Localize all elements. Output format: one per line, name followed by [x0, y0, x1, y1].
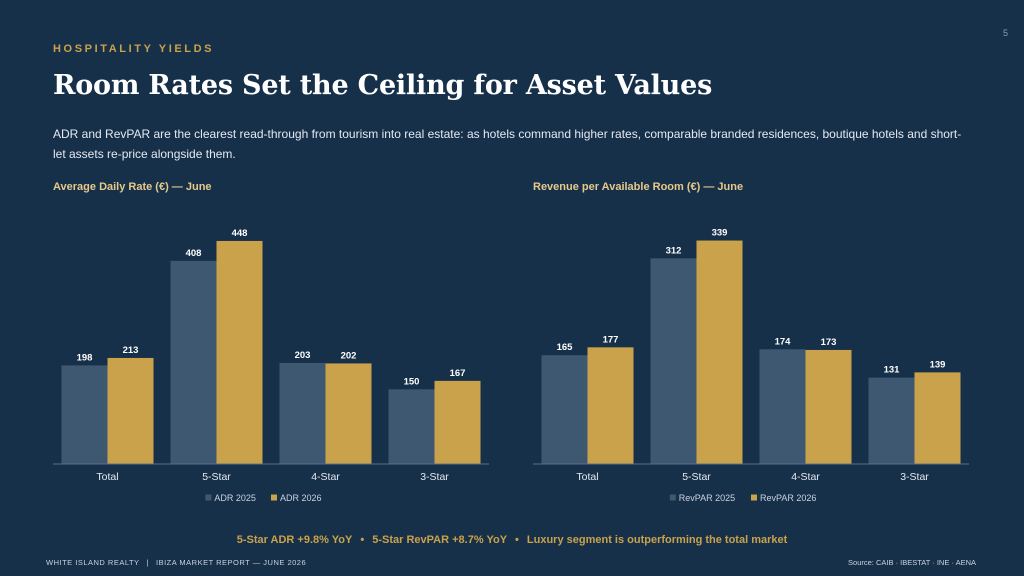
section-eyebrow: HOSPITALITY YIELDS: [53, 43, 215, 55]
footer-report: IBIZA MARKET REPORT — JUNE 2026: [156, 558, 307, 567]
key-takeaways: 5-Star ADR +9.8% YoY • 5-Star RevPAR +8.7%…: [0, 534, 1024, 546]
legend-entry: RevPAR 2025: [679, 493, 735, 503]
bar-value-label: 131: [884, 365, 901, 376]
legend-swatch: [205, 494, 212, 501]
bar-4-star-adr-2025: [279, 362, 326, 464]
bar-value-label: 203: [295, 350, 311, 361]
bar-3-star-adr-2026: [434, 380, 481, 464]
bar-4-star-revpar-2026: [805, 349, 852, 464]
bar-5-star-adr-2025: [170, 260, 217, 464]
bar-value-label: 139: [930, 359, 946, 370]
legend-entry: ADR 2025: [214, 493, 256, 503]
legend-entry: RevPAR 2026: [760, 493, 816, 503]
footer-separator: |: [146, 558, 149, 567]
bar-value-label: 174: [775, 336, 792, 347]
footer-company: WHITE ISLAND REALTY: [46, 558, 140, 567]
category-tick-label: 4-Star: [791, 471, 820, 483]
bar-value-label: 312: [666, 245, 682, 256]
bar-5-star-revpar-2025: [650, 258, 697, 464]
category-tick-label: 5-Star: [202, 471, 231, 483]
page-title: Room Rates Set the Ceiling for Asset Val…: [53, 70, 713, 101]
revpar-bar-chart: 165 177 Total 312 339 5-Star 174 173 4-Star 131 13…: [533, 228, 969, 503]
legend-entry: ADR 2026: [280, 493, 322, 503]
bar-value-label: 339: [712, 228, 728, 239]
category-tick-label: Total: [576, 471, 598, 483]
category-tick-label: Total: [96, 471, 118, 483]
bar-3-star-revpar-2026: [914, 372, 961, 464]
bar-total-adr-2026: [107, 357, 154, 464]
legend-swatch: [271, 494, 277, 501]
footer-branding: WHITE ISLAND REALTY | IBIZA MARKET REPORT …: [46, 558, 306, 567]
adr-bar-chart: 198 213 Total 408 448 5-Star 203 202 4-Star 150 16…: [53, 228, 489, 503]
bar-3-star-adr-2025: [388, 389, 435, 464]
takeaway-luxury: Luxury segment is outperforming the tota…: [526, 534, 788, 546]
bar-value-label: 213: [123, 345, 139, 356]
takeaway-adr: 5-Star ADR +9.8% YoY: [236, 534, 353, 546]
bar-5-star-revpar-2026: [696, 240, 743, 464]
bar-4-star-adr-2026: [325, 363, 372, 464]
bar-value-label: 177: [603, 334, 619, 345]
bar-total-revpar-2025: [541, 355, 588, 464]
category-tick-label: 3-Star: [420, 471, 449, 483]
category-tick-label: 4-Star: [311, 471, 340, 483]
revpar-chart-title: Revenue per Available Room (€) — June: [533, 181, 744, 193]
bar-total-revpar-2026: [587, 347, 634, 464]
adr-chart-title: Average Daily Rate (€) — June: [53, 181, 212, 193]
takeaway-revpar: 5-Star RevPAR +8.7% YoY: [372, 534, 508, 546]
bar-value-label: 198: [77, 352, 93, 363]
bar-value-label: 167: [450, 368, 466, 379]
bar-5-star-adr-2026: [216, 240, 263, 464]
bar-value-label: 408: [186, 248, 202, 259]
bar-3-star-revpar-2025: [868, 377, 915, 464]
bar-value-label: 448: [232, 228, 248, 239]
bar-total-adr-2025: [61, 365, 108, 464]
bar-value-label: 173: [821, 337, 837, 348]
page-subtitle: ADR and RevPAR are the clearest read-thr…: [53, 127, 962, 161]
category-tick-label: 3-Star: [900, 471, 929, 483]
bar-value-label: 165: [557, 342, 574, 353]
bar-4-star-revpar-2025: [759, 349, 806, 464]
category-tick-label: 5-Star: [682, 471, 711, 483]
page-number: 5: [1002, 28, 1008, 38]
takeaway-separator: •: [360, 534, 365, 546]
footer-source: Source: CAIB · IBESTAT · INE · AENA: [848, 558, 976, 567]
legend-swatch: [751, 494, 757, 501]
takeaway-separator: •: [515, 534, 519, 546]
bar-value-label: 150: [404, 376, 420, 387]
bar-value-label: 202: [341, 350, 357, 361]
legend-swatch: [669, 494, 676, 501]
